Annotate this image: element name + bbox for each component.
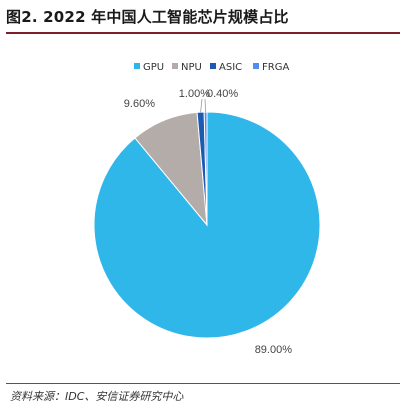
chart-legend: GPU NPU ASIC FRGA <box>134 62 289 73</box>
legend-label-gpu: GPU <box>143 62 164 73</box>
leader-line-frga <box>204 98 206 113</box>
leader-line-asic <box>200 98 203 113</box>
data-label-npu: 9.60% <box>124 98 155 110</box>
pie-slice-frga <box>203 111 208 226</box>
figure-title: 图2. 2022 年中国人工智能芯片规模占比 <box>6 8 289 26</box>
data-label-frga: 0.40% <box>207 88 238 100</box>
label-leaders <box>200 98 206 113</box>
pie-chart: GPU NPU ASIC FRGA 89.00% 9.60% 1.00%0.40% <box>93 62 321 356</box>
legend-label-npu: NPU <box>181 62 202 73</box>
data-label-gpu: 89.00% <box>255 344 293 356</box>
legend-label-frga: FRGA <box>262 62 289 73</box>
data-labels: 89.00% 9.60% 1.00%0.40% <box>124 88 292 356</box>
data-label-asic: 1.00% <box>179 88 210 100</box>
legend-swatch-npu <box>172 63 178 69</box>
pie-slices <box>93 111 321 339</box>
legend-swatch-frga <box>253 63 259 69</box>
title-divider <box>6 32 400 34</box>
legend-label-asic: ASIC <box>219 62 242 73</box>
source-note: 资料来源：IDC、安信证券研究中心 <box>10 390 184 403</box>
legend-swatch-gpu <box>134 63 140 69</box>
footer-divider <box>6 383 400 384</box>
legend-swatch-asic <box>210 63 216 69</box>
